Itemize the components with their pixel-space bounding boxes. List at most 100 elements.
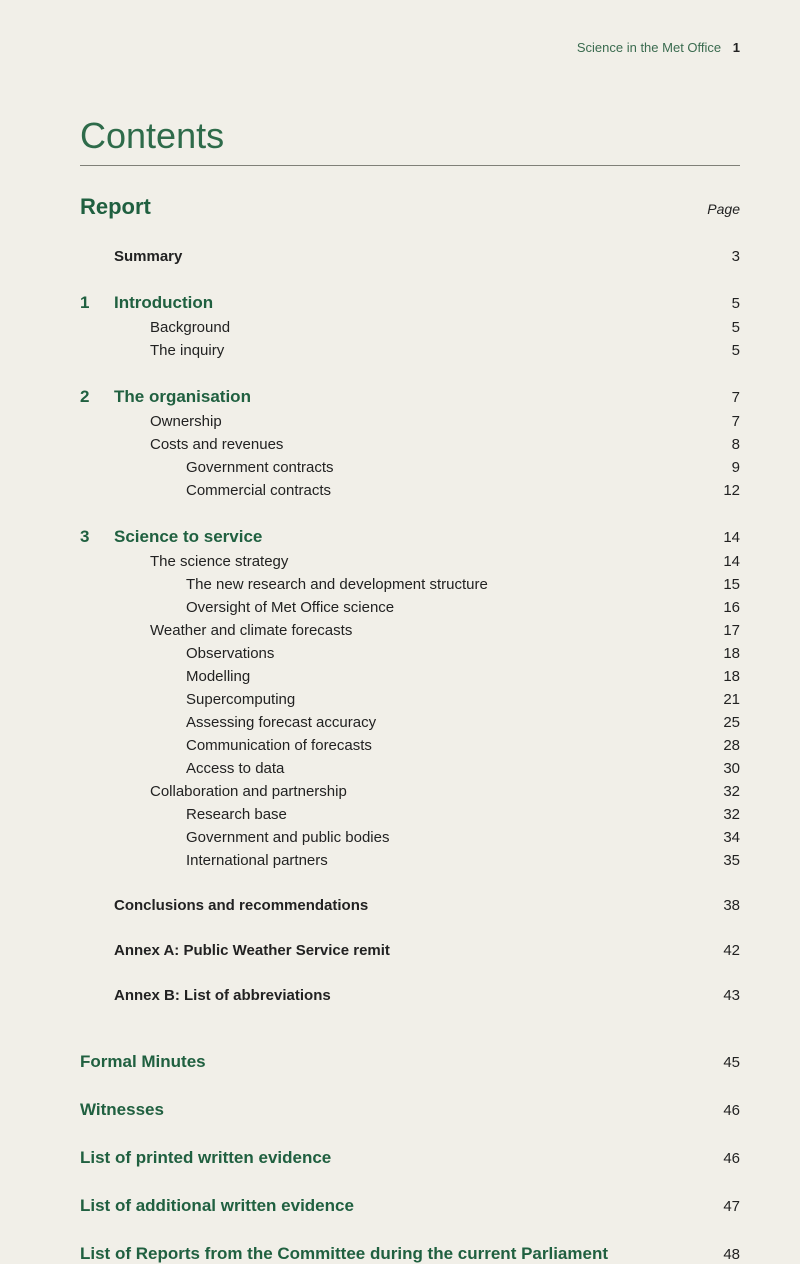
toc-entry-page: 15: [690, 576, 740, 593]
back-matter-title: List of additional written evidence: [80, 1196, 690, 1216]
toc-entry-title: Observations: [114, 645, 690, 662]
toc-row: Modelling18: [80, 668, 740, 685]
toc-entry-page: 35: [690, 852, 740, 869]
toc-row: Weather and climate forecasts17: [80, 622, 740, 639]
running-header: Science in the Met Office 1: [80, 40, 740, 55]
toc-entry-title: The organisation: [114, 387, 690, 407]
toc-entry-page: 17: [690, 622, 740, 639]
toc-row: 3Science to service14: [80, 527, 740, 547]
toc-row: Observations18: [80, 645, 740, 662]
toc-entry-page: 9: [690, 459, 740, 476]
toc-row: Research base32: [80, 806, 740, 823]
toc-entry-title: Collaboration and partnership: [114, 783, 690, 800]
back-matter-row: Formal Minutes45: [80, 1052, 740, 1072]
toc-entry-page: 21: [690, 691, 740, 708]
toc-row: Ownership7: [80, 413, 740, 430]
toc-entry-page: 38: [690, 897, 740, 914]
back-matter-title: List of printed written evidence: [80, 1148, 690, 1168]
toc-entry-page: 25: [690, 714, 740, 731]
toc-row: 2The organisation7: [80, 387, 740, 407]
running-header-page: 1: [733, 40, 740, 55]
report-heading-row: Report Page: [80, 194, 740, 220]
toc-entry-title: Summary: [114, 248, 690, 265]
toc-row: The inquiry5: [80, 342, 740, 359]
toc-entry-page: 32: [690, 783, 740, 800]
toc-row: Conclusions and recommendations38: [80, 897, 740, 914]
back-matter-page: 46: [690, 1150, 740, 1167]
toc-entry-page: 34: [690, 829, 740, 846]
toc-row: Communication of forecasts28: [80, 737, 740, 754]
toc-entry-page: 7: [690, 389, 740, 406]
toc-entry-title: Introduction: [114, 293, 690, 313]
toc-entry-title: Modelling: [114, 668, 690, 685]
toc-row: 1Introduction5: [80, 293, 740, 313]
back-matter-page: 47: [690, 1198, 740, 1215]
report-heading: Report: [80, 194, 690, 220]
toc-entry-title: Oversight of Met Office science: [114, 599, 690, 616]
toc-entry-page: 5: [690, 295, 740, 312]
toc-entry-page: 7: [690, 413, 740, 430]
toc-chapter-number: 3: [80, 527, 114, 547]
toc-entry-page: 5: [690, 319, 740, 336]
toc-entry-title: Costs and revenues: [114, 436, 690, 453]
toc-entry-page: 12: [690, 482, 740, 499]
toc-entry-title: Access to data: [114, 760, 690, 777]
back-matter-row: Witnesses46: [80, 1100, 740, 1120]
page-column-label: Page: [690, 201, 740, 217]
toc-entry-title: The science strategy: [114, 553, 690, 570]
toc-entry-title: Government contracts: [114, 459, 690, 476]
toc-row: Background5: [80, 319, 740, 336]
toc-body: Summary31Introduction5Background5The inq…: [80, 226, 740, 1004]
toc-entry-page: 14: [690, 553, 740, 570]
toc-row: Access to data30: [80, 760, 740, 777]
toc-entry-page: 28: [690, 737, 740, 754]
toc-entry-title: Annex B: List of abbreviations: [114, 987, 690, 1004]
toc-entry-page: 14: [690, 529, 740, 546]
toc-entry-title: Science to service: [114, 527, 690, 547]
toc-entry-page: 42: [690, 942, 740, 959]
toc-entry-page: 43: [690, 987, 740, 1004]
back-matter-row: List of printed written evidence46: [80, 1148, 740, 1168]
toc-row: Assessing forecast accuracy25: [80, 714, 740, 731]
back-matter-title: Formal Minutes: [80, 1052, 690, 1072]
toc-row: Supercomputing21: [80, 691, 740, 708]
toc-row: Annex A: Public Weather Service remit42: [80, 942, 740, 959]
toc-entry-title: Conclusions and recommendations: [114, 897, 690, 914]
toc-row: The new research and development structu…: [80, 576, 740, 593]
back-matter-title: List of Reports from the Committee durin…: [80, 1244, 690, 1264]
toc-entry-title: Supercomputing: [114, 691, 690, 708]
back-matter-page: 48: [690, 1246, 740, 1263]
toc-chapter-number: 1: [80, 293, 114, 313]
toc-entry-page: 18: [690, 645, 740, 662]
toc-entry-page: 18: [690, 668, 740, 685]
toc-row: Annex B: List of abbreviations43: [80, 987, 740, 1004]
toc-row: Oversight of Met Office science16: [80, 599, 740, 616]
toc-entry-title: Assessing forecast accuracy: [114, 714, 690, 731]
title-rule: [80, 165, 740, 166]
toc-row: Collaboration and partnership32: [80, 783, 740, 800]
toc-row: The science strategy14: [80, 553, 740, 570]
toc-entry-title: Annex A: Public Weather Service remit: [114, 942, 690, 959]
toc-row: Commercial contracts12: [80, 482, 740, 499]
toc-entry-title: Research base: [114, 806, 690, 823]
toc-row: Government and public bodies34: [80, 829, 740, 846]
toc-entry-title: Commercial contracts: [114, 482, 690, 499]
back-matter-row: List of Reports from the Committee durin…: [80, 1244, 740, 1264]
back-matter-title: Witnesses: [80, 1100, 690, 1120]
back-matter-row: List of additional written evidence47: [80, 1196, 740, 1216]
bottom-section: Formal Minutes45Witnesses46List of print…: [80, 1010, 740, 1264]
toc-entry-title: The inquiry: [114, 342, 690, 359]
toc-entry-title: Ownership: [114, 413, 690, 430]
toc-entry-title: Weather and climate forecasts: [114, 622, 690, 639]
back-matter-page: 46: [690, 1102, 740, 1119]
toc-row: Summary3: [80, 248, 740, 265]
toc-row: Government contracts9: [80, 459, 740, 476]
back-matter-page: 45: [690, 1054, 740, 1071]
toc-row: Costs and revenues8: [80, 436, 740, 453]
toc-entry-page: 16: [690, 599, 740, 616]
toc-chapter-number: 2: [80, 387, 114, 407]
toc-row: International partners35: [80, 852, 740, 869]
page-title: Contents: [80, 115, 740, 157]
toc-entry-title: Government and public bodies: [114, 829, 690, 846]
toc-entry-page: 8: [690, 436, 740, 453]
